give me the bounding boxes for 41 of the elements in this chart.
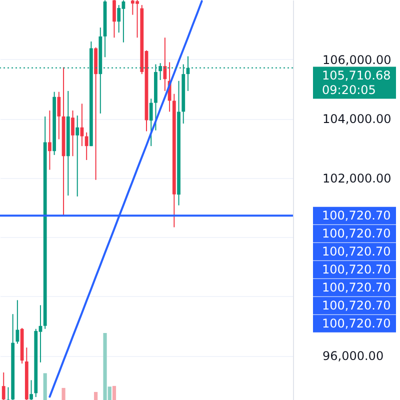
bar [62, 388, 66, 400]
text: 09:20:05 [322, 83, 376, 98]
text: 100,720.70 [322, 244, 391, 259]
candlestick [24, 347, 28, 400]
y-tick-label: 102,000.00 [322, 171, 392, 186]
candlestick [52, 91, 56, 156]
candlestick [30, 380, 33, 400]
candlestick [43, 116, 47, 330]
candlestick [117, 4, 121, 34]
candlestick [177, 80, 180, 206]
candlestick [84, 132, 88, 160]
candlestick [20, 328, 24, 364]
candlestick [149, 98, 153, 147]
text: 100,720.70 [322, 280, 391, 295]
candlestick [62, 66, 66, 217]
candlestick [66, 90, 70, 196]
text: 100,720.70 [322, 316, 391, 331]
candlestick [16, 300, 20, 344]
candlestick [112, 0, 116, 38]
candlestick [34, 328, 38, 398]
bar [112, 386, 116, 400]
y-tick-label: 104,000.00 [322, 112, 392, 126]
text: 100,720.70 [322, 226, 391, 241]
bar [94, 392, 98, 400]
text: 100,720.70 [322, 298, 391, 313]
candlestick [76, 115, 80, 197]
y-tick-label: 96,000.00 [322, 349, 384, 364]
candlestick [94, 46, 98, 180]
candlestick [103, 0, 107, 58]
ref-line-label: 100,720.70 [322, 208, 391, 223]
ref-line-label: 105,710.68 [322, 68, 391, 83]
candlestick [172, 93, 176, 228]
bar [43, 373, 47, 400]
text: 100,720.70 [322, 262, 391, 277]
y-tick-label: 106,000.00 [322, 52, 392, 67]
candlestick [48, 110, 52, 170]
candlestick [2, 372, 6, 400]
candlestick [57, 91, 61, 140]
candlestick [71, 110, 74, 157]
candlestick [163, 37, 167, 92]
candlestick [11, 314, 15, 400]
